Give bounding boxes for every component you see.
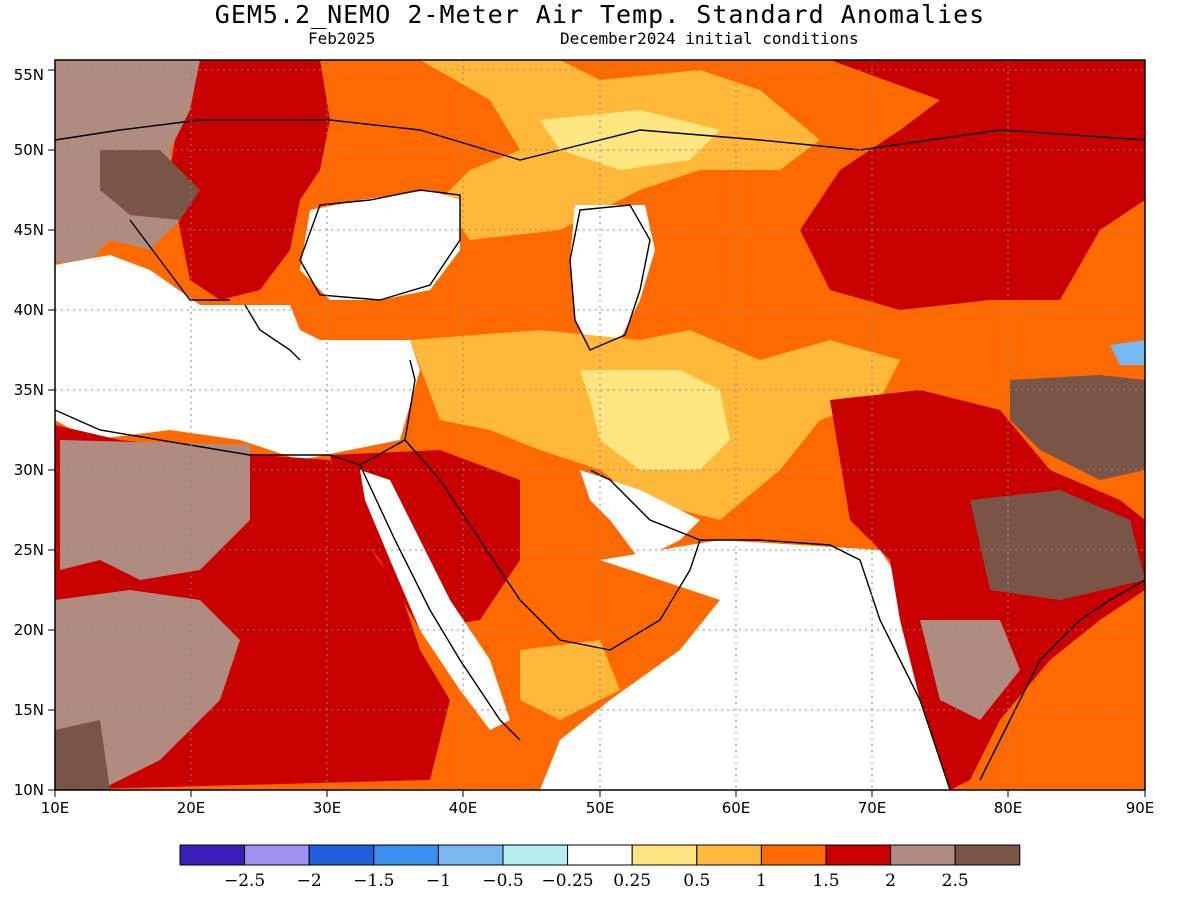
colorbar-label: 1	[756, 871, 767, 891]
region-brown-africa-north	[60, 440, 250, 580]
region-red-northeast	[800, 60, 1145, 310]
valid-month-label: Feb2025	[308, 29, 376, 48]
colorbar-label: −0.25	[542, 871, 594, 891]
colorbar-label: −2	[297, 871, 322, 891]
lon-label-60e: 60E	[722, 799, 751, 817]
colorbar-swatch	[437, 844, 504, 866]
lat-axis: 10N 15N 20N 25N 30N 35N 40N 45N 50N 55N	[14, 66, 55, 799]
lat-label-25n: 25N	[14, 541, 44, 559]
colorbar-swatch	[890, 844, 956, 866]
region-lightorange-yemen	[520, 640, 620, 720]
colorbar-swatch	[825, 844, 892, 866]
colorbar-label: −0.5	[482, 871, 523, 891]
lon-label-10e: 10E	[41, 799, 70, 817]
colorbar-swatch	[308, 844, 375, 866]
lat-label-10n: 10N	[14, 781, 44, 799]
graticule	[55, 60, 1145, 790]
colorbar-label: 2	[885, 871, 896, 891]
colorbar-swatch	[502, 844, 569, 866]
lon-label-40e: 40E	[449, 799, 478, 817]
lon-label-20e: 20E	[177, 799, 206, 817]
region-white-arabiansea	[540, 540, 950, 790]
colorbar-label: 0.5	[683, 871, 710, 891]
colorbar-swatch	[567, 844, 633, 866]
lat-label-40n: 40N	[14, 301, 44, 319]
lat-label-30n: 30N	[14, 461, 44, 479]
lon-label-90e: 90E	[1126, 799, 1155, 817]
lat-label-20n: 20N	[14, 621, 44, 639]
lat-label-50n: 50N	[14, 141, 44, 159]
region-darkbrown-tibet	[1010, 375, 1145, 480]
lat-label-55n: 55N	[14, 66, 44, 84]
colorbar-label: 0.25	[613, 871, 651, 891]
lon-label-30e: 30E	[313, 799, 342, 817]
region-darkbrown-africa	[55, 720, 110, 790]
lon-label-70e: 70E	[858, 799, 887, 817]
region-brown-bengal	[970, 490, 1145, 600]
lon-label-80e: 80E	[994, 799, 1023, 817]
colorbar-label: −1.5	[353, 871, 394, 891]
colorbar-swatch	[760, 844, 827, 866]
colorbar-label: 2.5	[942, 871, 969, 891]
colorbar-label: −2.5	[224, 871, 265, 891]
lat-label-35n: 35N	[14, 381, 44, 399]
region-brown-india	[920, 620, 1020, 720]
colorbar-swatch	[696, 844, 762, 866]
colorbar-swatch	[244, 844, 310, 866]
region-white-blacksea	[300, 190, 460, 300]
colorbar-swatch	[179, 844, 246, 866]
colorbar-swatch	[631, 844, 698, 866]
lon-axis: 10E 20E 30E 40E 50E 60E 70E 80E 90E	[41, 790, 1155, 817]
colorbar-label: −1	[426, 871, 451, 891]
colorbar-swatch	[373, 844, 439, 866]
lat-label-15n: 15N	[14, 701, 44, 719]
region-white-mediterranean	[55, 255, 420, 460]
coastlines	[55, 119, 1145, 790]
region-yellow-iran	[580, 370, 730, 470]
colorbar: −2.5 −2 −1.5 −1 −0.5 −0.25 0.25 0.5 1 1.5 2 2.5	[179, 844, 1021, 891]
region-darkbrown-europe	[100, 150, 200, 220]
region-white-caspian	[570, 205, 655, 355]
init-conditions-label: December2024 initial conditions	[560, 29, 859, 48]
region-white-redsea	[360, 470, 510, 730]
lon-label-50e: 50E	[586, 799, 615, 817]
colorbar-swatch	[954, 844, 1021, 866]
region-red-india	[830, 390, 1145, 790]
region-blue-spot	[1110, 340, 1145, 365]
region-yellow-kazakh	[540, 110, 720, 170]
lat-label-45n: 45N	[14, 221, 44, 239]
region-white-gulf	[580, 470, 700, 560]
map-title: GEM5.2_NEMO 2-Meter Air Temp. Standard A…	[214, 0, 986, 29]
colorbar-label: 1.5	[812, 871, 839, 891]
